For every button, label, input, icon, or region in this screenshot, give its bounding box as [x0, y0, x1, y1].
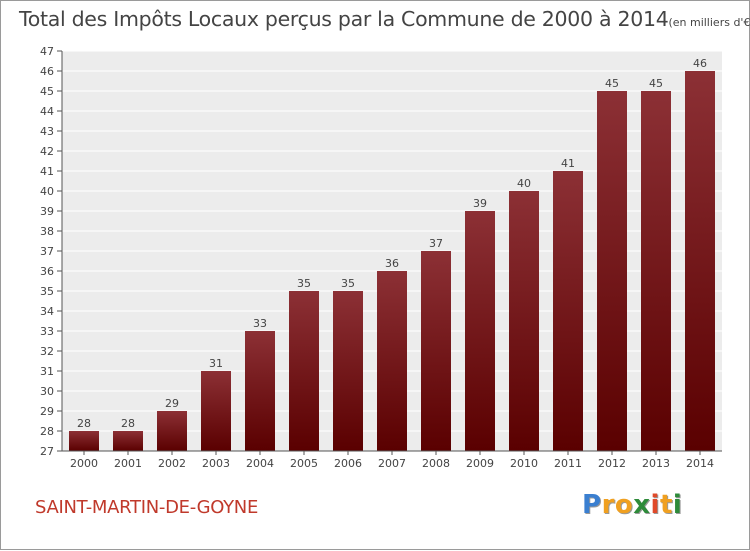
bar — [245, 331, 275, 451]
data-label: 28 — [77, 417, 91, 430]
x-tick-label: 2002 — [158, 457, 186, 470]
bar — [421, 251, 451, 451]
bar — [685, 71, 715, 451]
bar — [509, 191, 539, 451]
y-tick-label: 45 — [40, 85, 54, 98]
logo-letter: t — [659, 490, 673, 520]
y-tick-label: 37 — [40, 245, 54, 258]
y-tick-label: 34 — [40, 305, 54, 318]
logo-letter: i — [672, 490, 683, 520]
data-label: 45 — [605, 77, 619, 90]
chart-title-unit: (en milliers d'€) — [668, 16, 750, 29]
bar — [597, 91, 627, 451]
x-tick-label: 2001 — [114, 457, 142, 470]
bar — [113, 431, 143, 451]
bar — [333, 291, 363, 451]
data-label: 31 — [209, 357, 223, 370]
y-tick-label: 38 — [40, 225, 54, 238]
logo-letter: o — [614, 490, 634, 520]
x-tick-label: 2008 — [422, 457, 450, 470]
bar — [69, 431, 99, 451]
x-tick-label: 2004 — [246, 457, 274, 470]
y-tick-label: 47 — [40, 45, 54, 58]
y-tick-label: 28 — [40, 425, 54, 438]
x-tick-label: 2006 — [334, 457, 362, 470]
logo-letter: i — [650, 490, 660, 520]
y-tick-label: 33 — [40, 325, 54, 338]
x-tick-label: 2013 — [642, 457, 670, 470]
chart-title-main: Total des Impôts Locaux perçus par la Co… — [19, 7, 669, 31]
y-tick-label: 40 — [40, 185, 54, 198]
data-label: 35 — [297, 277, 311, 290]
logo-letter: P — [582, 490, 602, 520]
bar — [157, 411, 187, 451]
data-label: 28 — [121, 417, 135, 430]
x-tick-label: 2005 — [290, 457, 318, 470]
data-label: 35 — [341, 277, 355, 290]
bar — [377, 271, 407, 451]
y-tick-label: 43 — [40, 125, 54, 138]
logo-letter: r — [601, 490, 615, 520]
data-label: 29 — [165, 397, 179, 410]
x-tick-label: 2007 — [378, 457, 406, 470]
data-label: 39 — [473, 197, 487, 210]
data-label: 36 — [385, 257, 399, 270]
y-tick-label: 46 — [40, 65, 54, 78]
y-tick-label: 30 — [40, 385, 54, 398]
bar — [641, 91, 671, 451]
y-tick-label: 39 — [40, 205, 54, 218]
y-tick-label: 41 — [40, 165, 54, 178]
y-tick-label: 29 — [40, 405, 54, 418]
data-label: 46 — [693, 57, 707, 70]
bar — [553, 171, 583, 451]
x-tick-label: 2014 — [686, 457, 714, 470]
data-label: 45 — [649, 77, 663, 90]
data-label: 37 — [429, 237, 443, 250]
bar — [289, 291, 319, 451]
proxiti-logo[interactable]: Proxiti — [582, 490, 682, 520]
x-tick-label: 2009 — [466, 457, 494, 470]
x-tick-label: 2011 — [554, 457, 582, 470]
x-tick-label: 2012 — [598, 457, 626, 470]
x-tick-label: 2000 — [70, 457, 98, 470]
chart-title: Total des Impôts Locaux perçus par la Co… — [19, 7, 750, 31]
data-label: 40 — [517, 177, 531, 190]
data-label: 33 — [253, 317, 267, 330]
bar — [465, 211, 495, 451]
bar — [201, 371, 231, 451]
y-tick-label: 44 — [40, 105, 54, 118]
y-tick-label: 32 — [40, 345, 54, 358]
y-tick-label: 36 — [40, 265, 54, 278]
data-label: 41 — [561, 157, 575, 170]
y-tick-label: 31 — [40, 365, 54, 378]
y-tick-label: 42 — [40, 145, 54, 158]
x-tick-label: 2003 — [202, 457, 230, 470]
y-tick-label: 27 — [40, 445, 54, 458]
x-tick-label: 2010 — [510, 457, 538, 470]
y-tick-label: 35 — [40, 285, 54, 298]
logo-letter: x — [633, 490, 651, 520]
commune-name: SAINT-MARTIN-DE-GOYNE — [35, 497, 259, 518]
